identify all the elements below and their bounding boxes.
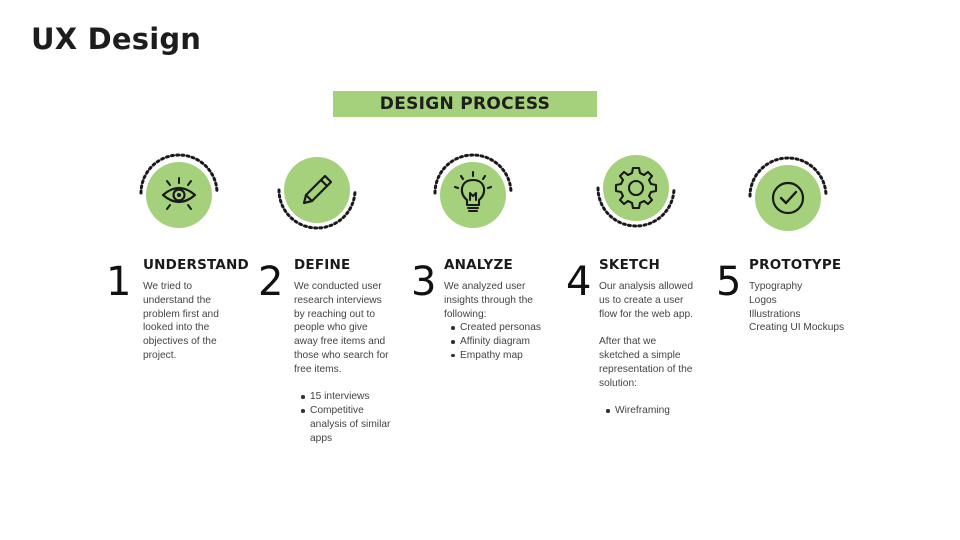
dashed-ring bbox=[433, 153, 513, 195]
dashed-ring bbox=[277, 188, 357, 230]
step-1-title: UNDERSTAND bbox=[143, 257, 249, 273]
step-5-line-4: Creating UI Mockups bbox=[749, 322, 845, 334]
step-3-bullet-list: Created personas Affinity diagram Empath… bbox=[448, 321, 544, 362]
dashed-ring bbox=[596, 186, 676, 228]
page-title: UX Design bbox=[31, 22, 202, 56]
step-4-description: Our analysis allowed us to create a user… bbox=[599, 280, 699, 418]
step-2-bullet-list: 15 interviews Competitive analysis of si… bbox=[298, 390, 394, 445]
step-3-bullet-2: Affinity diagram bbox=[448, 335, 544, 349]
step-5-line-2: Logos bbox=[749, 294, 777, 306]
icon-background bbox=[603, 155, 669, 221]
step-4-title: SKETCH bbox=[599, 257, 661, 273]
step-4-paragraph-1: Our analysis allowed us to create a user… bbox=[599, 281, 694, 320]
step-3-description: We analyzed user insights through the fo… bbox=[444, 280, 544, 363]
icon-background bbox=[755, 165, 821, 231]
step-5-icon bbox=[738, 148, 838, 248]
banner-text: DESIGN PROCESS bbox=[379, 94, 551, 114]
step-1-number: 1 bbox=[106, 259, 132, 305]
step-5-number: 5 bbox=[716, 259, 742, 305]
design-process-banner: DESIGN PROCESS bbox=[333, 91, 597, 117]
step-5-description: Typography Logos Illustrations Creating … bbox=[749, 280, 869, 335]
step-1-paragraph: We tried to understand the problem first… bbox=[143, 281, 219, 361]
step-3-title: ANALYZE bbox=[444, 257, 513, 273]
eye-icon bbox=[139, 153, 219, 228]
icon-background bbox=[284, 157, 350, 223]
step-1-icon bbox=[129, 145, 229, 245]
lightbulb-icon bbox=[433, 153, 513, 228]
step-4-bullet-list: Wireframing bbox=[603, 404, 699, 418]
step-2-icon bbox=[267, 145, 367, 245]
step-2-bullet-2: Competitive analysis of similar apps bbox=[298, 404, 394, 445]
step-3-bullet-1: Created personas bbox=[448, 321, 544, 335]
step-5-title: PROTOTYPE bbox=[749, 257, 842, 273]
step-3-icon bbox=[423, 145, 523, 245]
step-2-title: DEFINE bbox=[294, 257, 351, 273]
step-5-line-1: Typography bbox=[749, 281, 803, 292]
step-3-number: 3 bbox=[411, 259, 437, 305]
checkmark-icon bbox=[748, 156, 828, 231]
step-3-bullet-3: Empathy map bbox=[448, 349, 544, 363]
step-3-paragraph: We analyzed user insights through the fo… bbox=[444, 281, 533, 320]
step-2-bullet-1: 15 interviews bbox=[298, 390, 394, 404]
pencil-icon bbox=[277, 157, 357, 230]
dashed-ring bbox=[748, 156, 828, 198]
step-2-paragraph: We conducted user research interviews by… bbox=[294, 281, 389, 375]
step-4-number: 4 bbox=[566, 259, 592, 305]
gear-icon bbox=[596, 155, 676, 228]
dashed-ring bbox=[139, 153, 219, 195]
step-4-paragraph-2: After that we sketched a simple represen… bbox=[599, 336, 693, 389]
step-4-bullet-1: Wireframing bbox=[603, 404, 699, 418]
step-2-description: We conducted user research interviews by… bbox=[294, 280, 394, 446]
step-5-line-3: Illustrations bbox=[749, 308, 801, 320]
step-2-number: 2 bbox=[258, 259, 284, 305]
step-4-icon bbox=[586, 145, 686, 245]
step-1-description: We tried to understand the problem first… bbox=[143, 280, 233, 363]
